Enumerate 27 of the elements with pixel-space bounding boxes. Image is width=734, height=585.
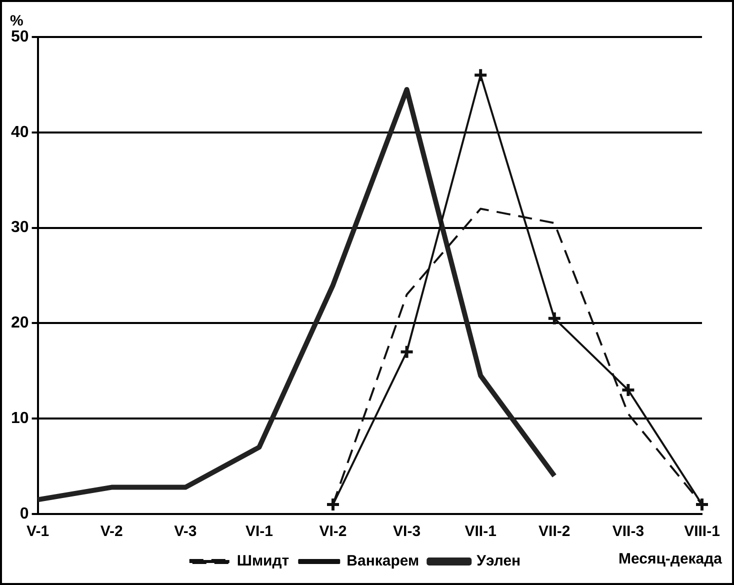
x-tick-label: V-3 (174, 523, 197, 540)
y-tick-label: 50 (11, 28, 29, 46)
x-tick-label: VI-3 (393, 523, 421, 540)
x-tick-label: VII-3 (612, 523, 644, 540)
y-tick-label: 0 (20, 505, 29, 522)
x-axis-title: Месяц-декада (618, 550, 723, 568)
point (326, 496, 340, 512)
point (620, 382, 636, 398)
point (399, 344, 414, 360)
x-tick-label: VI-1 (245, 523, 273, 540)
y-tick-label: 10 (11, 410, 29, 428)
x-tick-label: VI-2 (319, 523, 347, 540)
legend-label: Уэлен (476, 552, 521, 570)
x-tick-label: V-1 (26, 523, 50, 540)
x-tick-label: VIII-1 (684, 523, 720, 540)
y-tick-label: 20 (11, 314, 29, 332)
point (694, 496, 710, 512)
legend-label: Ванкарем (346, 552, 420, 570)
y-tick-label: 40 (11, 124, 29, 141)
x-tick-label: VII-1 (464, 523, 496, 540)
x-tick-label: V-2 (100, 523, 123, 540)
point (473, 68, 488, 83)
point (546, 310, 562, 326)
x-tick-label: VII-2 (538, 523, 570, 540)
y-axis-title: % (10, 12, 24, 30)
y-tick-label: 30 (11, 219, 29, 236)
legend-label: Шмидт (236, 552, 290, 570)
